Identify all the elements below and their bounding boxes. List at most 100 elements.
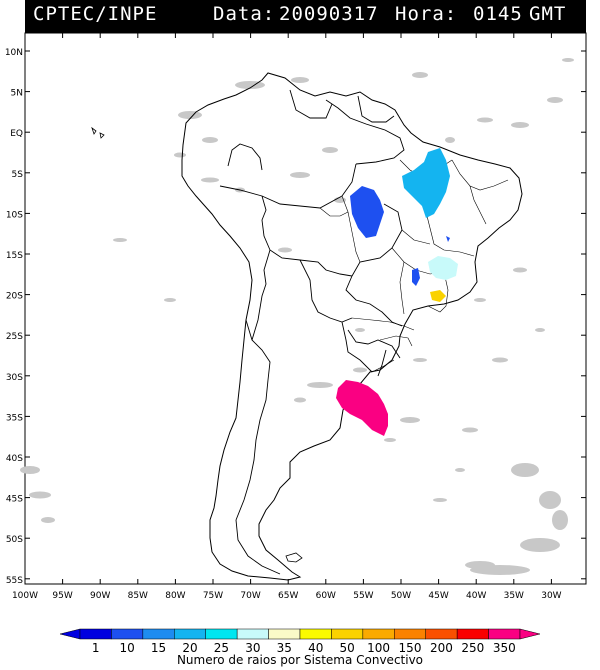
source-label: CPTEC/INPE: [33, 3, 158, 25]
lat-label: 5S: [12, 170, 24, 180]
timezone-label: GMT: [529, 3, 567, 25]
lat-label: 30S: [6, 373, 23, 383]
legend-swatch: [79, 628, 112, 640]
cloud-patch: [465, 561, 495, 569]
lon-label: 100W: [12, 591, 38, 601]
cloud-patch: [113, 238, 127, 242]
legend-value: 40: [308, 641, 323, 655]
cloud-patch: [307, 382, 333, 388]
lat-label: 5N: [11, 89, 23, 99]
lon-label: 50W: [391, 591, 411, 601]
hour-label: Hora:: [395, 3, 458, 25]
cloud-patch: [552, 510, 568, 530]
legend-colorbar: [59, 628, 541, 640]
lat-label: 10S: [6, 210, 23, 220]
cloud-patch: [202, 137, 218, 143]
legend-title: Numero de raios por Sistema Convectivo: [176, 653, 424, 667]
lat-label: 25S: [6, 332, 23, 342]
cloud-patch: [353, 367, 367, 373]
lat-label: EQ: [10, 129, 23, 139]
map-frame: [24, 32, 587, 585]
legend-swatch: [142, 628, 175, 640]
legend-swatch: [456, 628, 489, 640]
legend-value: 10: [120, 641, 135, 655]
lon-label: 30W: [541, 591, 561, 601]
legend-swatch: [205, 628, 238, 640]
date-label: Data:: [213, 3, 276, 25]
lon-label: 70W: [240, 591, 260, 601]
cloud-patch: [433, 498, 447, 502]
lon-label: 85W: [128, 591, 148, 601]
storm-cell-minas: [428, 256, 458, 280]
lon-label: 35W: [504, 591, 524, 601]
legend-value: 100: [367, 641, 390, 655]
lat-label: 55S: [6, 576, 23, 586]
cloud-patch: [511, 122, 529, 128]
cloud-patch: [413, 358, 427, 362]
cloud-patch: [178, 111, 202, 119]
cloud-patch: [492, 357, 508, 363]
cloud-patch: [535, 328, 545, 332]
galapagos-outline: [91, 126, 105, 139]
cloud-patch: [291, 77, 309, 83]
lat-label: 35S: [6, 413, 23, 423]
cloud-patch: [539, 491, 561, 509]
cloud-patch: [41, 517, 55, 523]
cloud-patch: [290, 172, 310, 178]
continent-outline: [181, 72, 523, 581]
cloud-patch: [511, 463, 539, 477]
cloud-patch: [294, 397, 306, 403]
cloud-patch: [174, 152, 186, 158]
lon-label: 45W: [428, 591, 448, 601]
cloud-patch: [29, 491, 51, 499]
cloud-patch: [562, 58, 574, 62]
lon-label: 60W: [316, 591, 336, 601]
cloud-patch: [355, 328, 365, 332]
storm-cell-north-brazil: [402, 148, 450, 218]
cloud-patch: [462, 427, 478, 433]
longitude-labels: 100W 95W 90W 85W 80W 75W 70W 65W 60W 55W 50W 45W 40W…: [12, 33, 562, 601]
lon-label: 90W: [90, 591, 110, 601]
lon-label: 40W: [466, 591, 486, 601]
legend-swatch: [331, 628, 364, 640]
lat-label: 15S: [6, 251, 23, 261]
cloud-patch: [513, 267, 527, 273]
legend-swatch: [299, 628, 332, 640]
lon-label: 55W: [353, 591, 373, 601]
cloud-patch: [547, 97, 563, 103]
legend-value: 35: [277, 641, 292, 655]
legend-swatch: [488, 628, 521, 640]
cloud-layer: [20, 58, 574, 575]
cloud-patch: [164, 298, 176, 302]
legend-value: 150: [399, 641, 422, 655]
legend-swatch: [111, 628, 144, 640]
legend-value: 20: [182, 641, 197, 655]
lon-label: 95W: [52, 591, 72, 601]
cloud-patch: [412, 72, 428, 78]
cloud-patch: [322, 147, 338, 153]
lat-label: 45S: [6, 495, 23, 505]
date-value: 20090317: [279, 3, 379, 25]
legend-value: 15: [151, 641, 166, 655]
legend-value: 50: [340, 641, 355, 655]
cloud-patch: [201, 177, 219, 183]
legend-value: 350: [493, 641, 516, 655]
cloud-patch: [384, 438, 396, 442]
legend-value: 1: [92, 641, 100, 655]
latitude-labels: 10N 5N EQ 5S 10S 15S 20S 25S 30S 35S 40S 45S 50S 55S: [5, 48, 586, 586]
legend-value: 250: [461, 641, 484, 655]
cloud-patch: [455, 468, 465, 472]
cloud-patch: [445, 137, 455, 143]
legend-swatch: [174, 628, 206, 640]
cloud-patch: [20, 466, 40, 474]
lightning-cells: [336, 148, 458, 436]
lon-label: 75W: [203, 591, 223, 601]
legend-swatch: [268, 628, 301, 640]
storm-cell-uruguay: [336, 380, 388, 436]
lat-label: 50S: [6, 535, 23, 545]
legend-arrow-left: [59, 628, 81, 640]
storm-cell-small: [446, 236, 450, 242]
legend-swatch: [394, 628, 426, 640]
cloud-patch: [400, 417, 420, 423]
legend-value: 200: [430, 641, 453, 655]
